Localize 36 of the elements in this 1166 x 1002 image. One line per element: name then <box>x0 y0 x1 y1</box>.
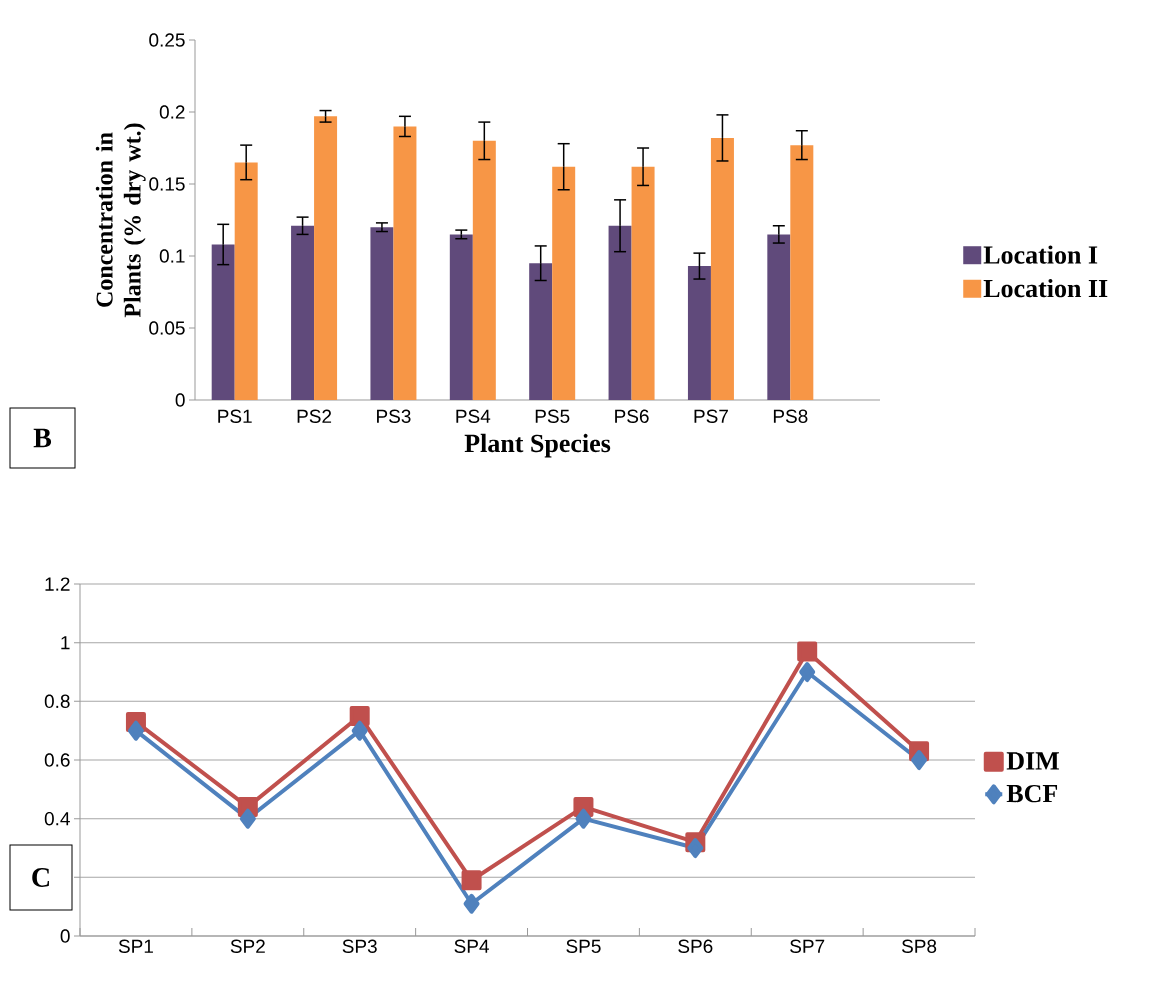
x-tick-label: SP3 <box>342 939 377 953</box>
x-axis-title: Plant Species <box>464 433 611 458</box>
x-tick-label: PS2 <box>297 409 332 423</box>
y-tick-label: 0.1 <box>159 249 185 263</box>
legend-label: DIM <box>1006 752 1059 770</box>
y-tick-label: 0 <box>175 393 185 407</box>
x-tick-label: PS1 <box>218 409 252 423</box>
y-tick-label: 0.05 <box>149 321 185 335</box>
x-tick-label: PS7 <box>694 409 728 423</box>
y-tick-label: 0.8 <box>44 694 70 709</box>
y-tick-label: 1.2 <box>45 577 70 591</box>
x-tick-label: SP1 <box>118 939 153 953</box>
x-tick-label: PS5 <box>535 409 570 423</box>
legend-label: BCF <box>1006 784 1058 803</box>
x-tick-label: PS4 <box>456 409 491 423</box>
legend-label: Location I <box>983 245 1098 264</box>
text: B <box>33 428 52 448</box>
y-tick-label: 1 <box>61 636 70 650</box>
x-tick-label: SP8 <box>901 939 937 953</box>
x-tick-label: SP4 <box>454 939 489 953</box>
y-tick-label: 0 <box>60 929 70 943</box>
legend-label: Location II <box>983 278 1108 298</box>
x-tick-label: PS8 <box>773 409 808 423</box>
x-tick-label: SP6 <box>678 939 713 953</box>
y-tick-label: 0.25 <box>149 33 185 47</box>
x-tick-label: SP2 <box>230 939 265 953</box>
text: C <box>32 868 49 887</box>
y-tick-label: 0.2 <box>159 105 185 119</box>
x-tick-label: SP7 <box>790 939 825 953</box>
y-tick-label: 0.6 <box>44 753 70 767</box>
y-tick-label: 0.4 <box>44 811 70 826</box>
x-tick-label: PS6 <box>615 409 649 423</box>
x-tick-label: SP5 <box>566 939 601 953</box>
x-tick-label: PS3 <box>377 409 411 423</box>
y-tick-label: 0.15 <box>149 177 185 191</box>
y-axis-title: Concentration in Plants (% dry wt.) <box>95 123 146 318</box>
